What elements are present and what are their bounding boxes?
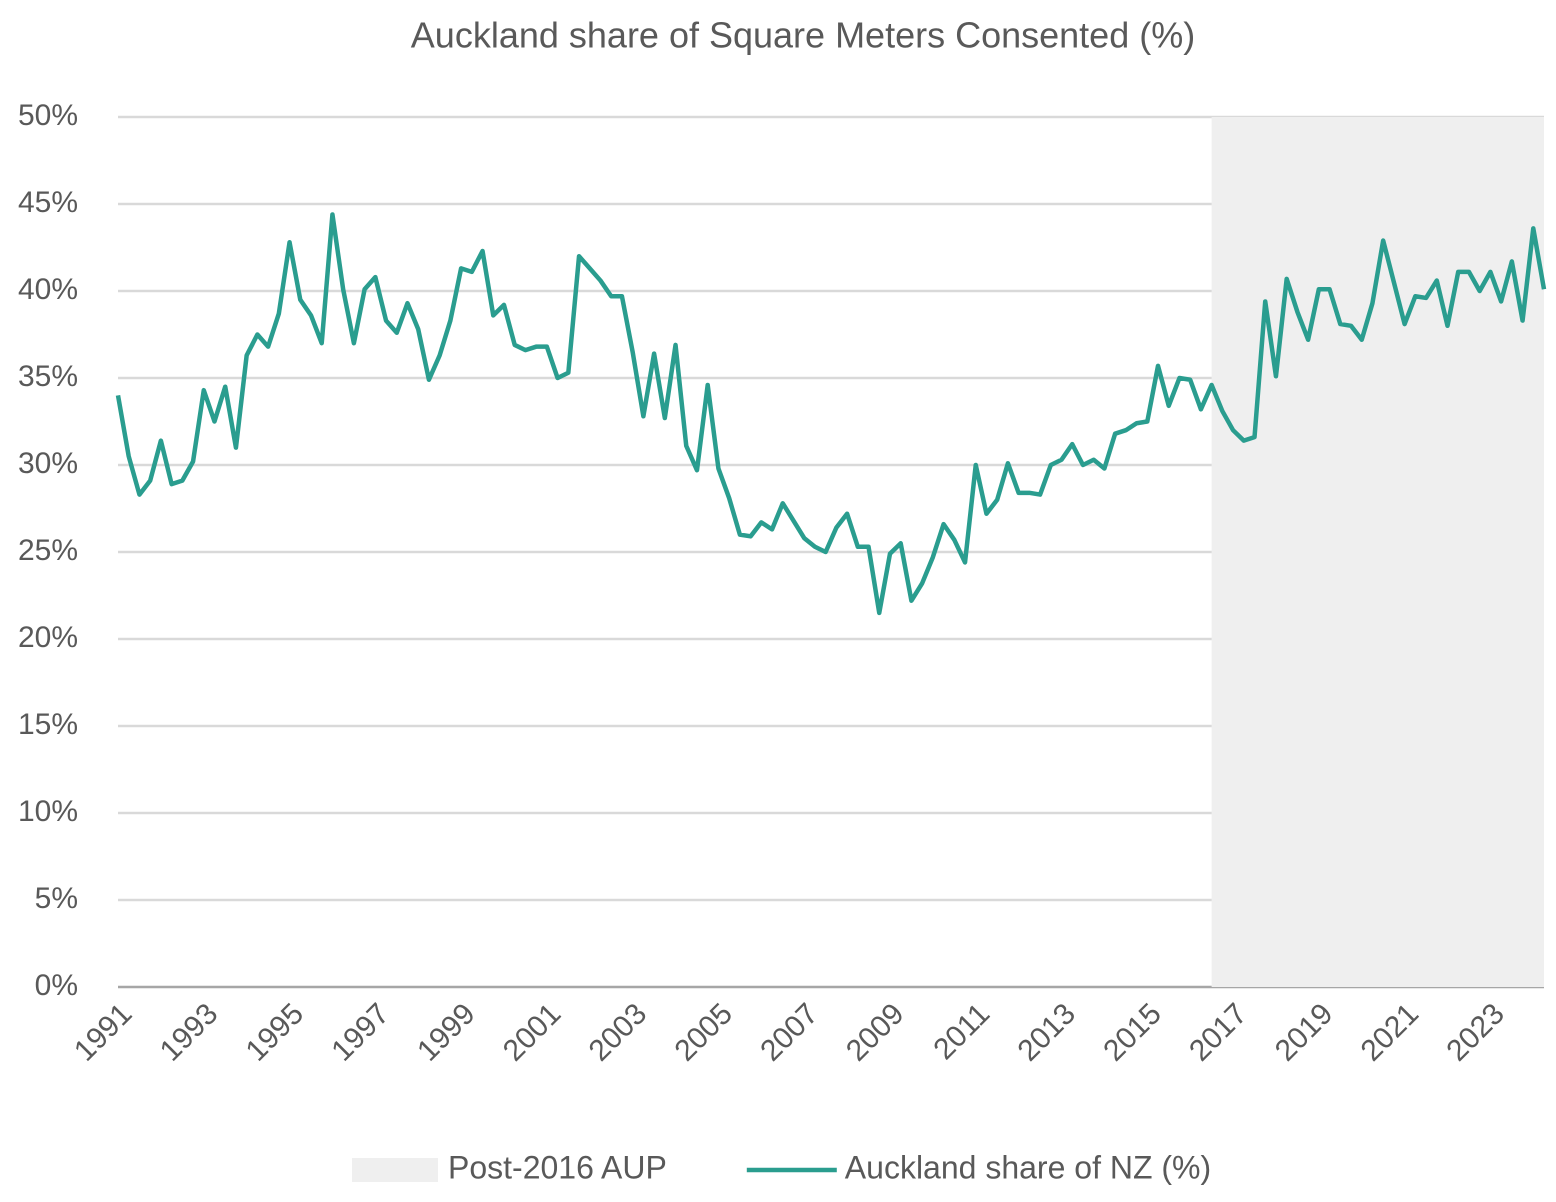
y-tick-label: 25% <box>18 534 78 567</box>
x-tick-label: 2019 <box>1269 997 1340 1068</box>
x-tick-label: 1993 <box>154 997 225 1068</box>
x-tick-label: 2015 <box>1097 997 1168 1068</box>
x-tick-label: 2003 <box>583 997 654 1068</box>
y-tick-label: 40% <box>18 273 78 306</box>
y-tick-label: 15% <box>18 708 78 741</box>
y-tick-label: 35% <box>18 360 78 393</box>
shaded-area <box>1211 117 1544 987</box>
legend-label: Post-2016 AUP <box>448 1149 667 1185</box>
y-tick-label: 10% <box>18 795 78 828</box>
lines <box>115 212 1547 616</box>
y-tick-label: 5% <box>35 882 78 915</box>
y-tick-label: 50% <box>18 99 78 132</box>
x-tick-label: 2017 <box>1183 997 1254 1068</box>
areas <box>1211 117 1544 987</box>
x-tick-label: 2009 <box>840 997 911 1068</box>
x-tick-label: 1991 <box>68 997 139 1068</box>
x-tick-label: 2005 <box>668 997 739 1068</box>
chart-title: Auckland share of Square Meters Consente… <box>411 15 1195 56</box>
y-tick-label: 0% <box>35 969 78 1002</box>
x-tick-label: 2007 <box>754 997 825 1068</box>
y-tick-label: 30% <box>18 447 78 480</box>
x-tick-label: 2013 <box>1012 997 1083 1068</box>
x-tick-label: 2001 <box>497 997 568 1068</box>
legend-label: Auckland share of NZ (%) <box>845 1149 1211 1185</box>
x-tick-label: 2011 <box>927 997 996 1066</box>
x-tick-label: 1999 <box>411 997 482 1068</box>
x-tick-label: 1997 <box>325 997 396 1068</box>
legend-swatch <box>352 1158 438 1182</box>
y-tick-label: 20% <box>18 621 78 654</box>
x-tick-label: 2023 <box>1440 997 1511 1068</box>
y-tick-label: 45% <box>18 186 78 219</box>
line <box>115 212 1547 616</box>
x-tick-label: 1995 <box>240 997 311 1068</box>
x-tick-label: 2021 <box>1355 997 1426 1068</box>
